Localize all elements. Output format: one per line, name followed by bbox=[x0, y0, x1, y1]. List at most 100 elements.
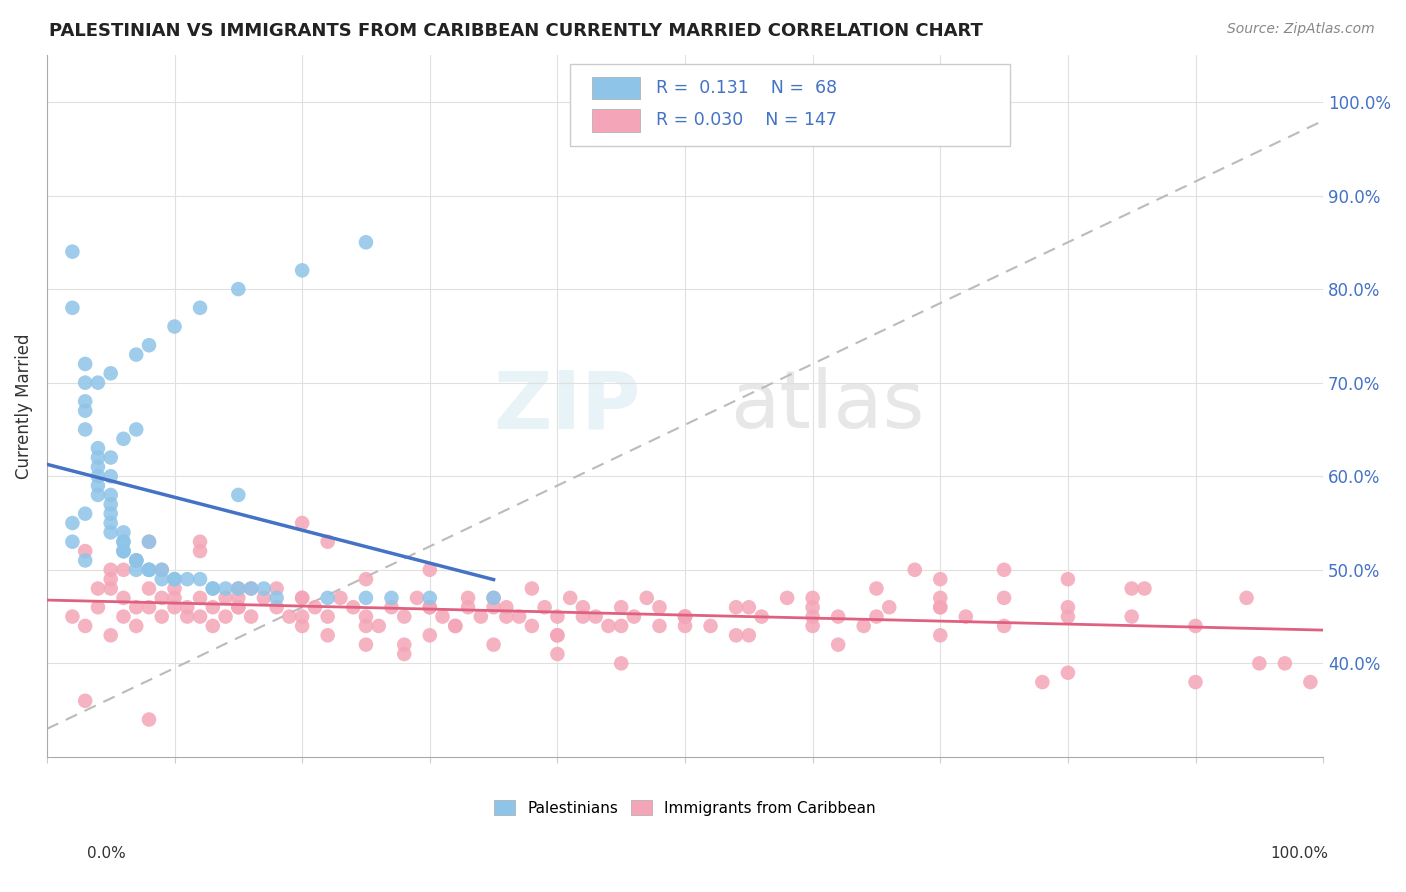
Point bbox=[163, 600, 186, 615]
Point bbox=[394, 647, 416, 661]
Point bbox=[482, 600, 505, 615]
Point bbox=[100, 488, 122, 502]
Point bbox=[138, 600, 160, 615]
Point bbox=[955, 609, 977, 624]
FancyBboxPatch shape bbox=[592, 77, 640, 99]
Point bbox=[228, 488, 250, 502]
Text: Source: ZipAtlas.com: Source: ZipAtlas.com bbox=[1227, 22, 1375, 37]
Point bbox=[228, 600, 250, 615]
Point bbox=[87, 478, 110, 492]
Point bbox=[1133, 582, 1156, 596]
Point bbox=[1249, 657, 1271, 671]
Y-axis label: Currently Married: Currently Married bbox=[15, 334, 32, 479]
Point bbox=[610, 600, 633, 615]
Point bbox=[188, 609, 211, 624]
Point bbox=[138, 563, 160, 577]
Point bbox=[75, 422, 97, 436]
Point bbox=[214, 591, 236, 605]
Point bbox=[125, 553, 148, 567]
Point bbox=[329, 591, 352, 605]
Point bbox=[112, 432, 135, 446]
Point bbox=[138, 563, 160, 577]
Point bbox=[228, 600, 250, 615]
Point bbox=[253, 582, 276, 596]
Point bbox=[188, 591, 211, 605]
Point bbox=[1274, 657, 1296, 671]
Point bbox=[87, 441, 110, 455]
Point bbox=[699, 619, 721, 633]
Point bbox=[929, 591, 952, 605]
Point bbox=[725, 600, 748, 615]
Point bbox=[201, 582, 224, 596]
Point bbox=[316, 534, 339, 549]
Point bbox=[112, 609, 135, 624]
Text: R =  0.131    N =  68: R = 0.131 N = 68 bbox=[655, 79, 837, 97]
Point bbox=[776, 591, 799, 605]
Point bbox=[610, 619, 633, 633]
Point bbox=[188, 534, 211, 549]
Point bbox=[266, 582, 288, 596]
Point bbox=[100, 563, 122, 577]
Point bbox=[354, 609, 377, 624]
Point bbox=[87, 600, 110, 615]
Point bbox=[929, 600, 952, 615]
Point bbox=[87, 488, 110, 502]
Point bbox=[291, 619, 314, 633]
Point bbox=[228, 582, 250, 596]
Point bbox=[291, 591, 314, 605]
Point bbox=[673, 609, 696, 624]
Point bbox=[482, 591, 505, 605]
Point bbox=[406, 591, 429, 605]
Point bbox=[176, 600, 198, 615]
Point bbox=[827, 638, 849, 652]
Point bbox=[62, 534, 84, 549]
Point bbox=[125, 553, 148, 567]
Point bbox=[176, 572, 198, 586]
Point bbox=[150, 572, 173, 586]
Point bbox=[125, 600, 148, 615]
Point bbox=[100, 450, 122, 465]
Point bbox=[87, 459, 110, 474]
Point bbox=[929, 572, 952, 586]
Point bbox=[419, 591, 441, 605]
Point bbox=[865, 609, 887, 624]
Text: 100.0%: 100.0% bbox=[1271, 846, 1329, 861]
Point bbox=[62, 609, 84, 624]
Point bbox=[482, 638, 505, 652]
Point bbox=[100, 572, 122, 586]
Point bbox=[87, 582, 110, 596]
Point bbox=[546, 647, 568, 661]
Point bbox=[240, 609, 263, 624]
Point bbox=[291, 609, 314, 624]
Point bbox=[380, 591, 402, 605]
Point bbox=[240, 582, 263, 596]
Point bbox=[112, 544, 135, 558]
Point bbox=[520, 619, 543, 633]
Point bbox=[214, 582, 236, 596]
Point bbox=[150, 563, 173, 577]
Point bbox=[138, 534, 160, 549]
Point bbox=[75, 376, 97, 390]
Point bbox=[457, 591, 479, 605]
Point bbox=[75, 394, 97, 409]
Point bbox=[1057, 600, 1080, 615]
Point bbox=[163, 319, 186, 334]
Point bbox=[62, 244, 84, 259]
Point bbox=[367, 619, 389, 633]
Point bbox=[1121, 609, 1143, 624]
Point bbox=[636, 591, 658, 605]
Point bbox=[87, 450, 110, 465]
Point bbox=[725, 628, 748, 642]
Point bbox=[738, 628, 761, 642]
Point bbox=[648, 600, 671, 615]
Point bbox=[316, 591, 339, 605]
Point bbox=[482, 591, 505, 605]
Point bbox=[993, 619, 1015, 633]
Point bbox=[520, 582, 543, 596]
Point bbox=[470, 609, 492, 624]
Point bbox=[1299, 675, 1322, 690]
Point bbox=[904, 563, 927, 577]
Point bbox=[1236, 591, 1258, 605]
Point bbox=[100, 525, 122, 540]
Point bbox=[1121, 582, 1143, 596]
